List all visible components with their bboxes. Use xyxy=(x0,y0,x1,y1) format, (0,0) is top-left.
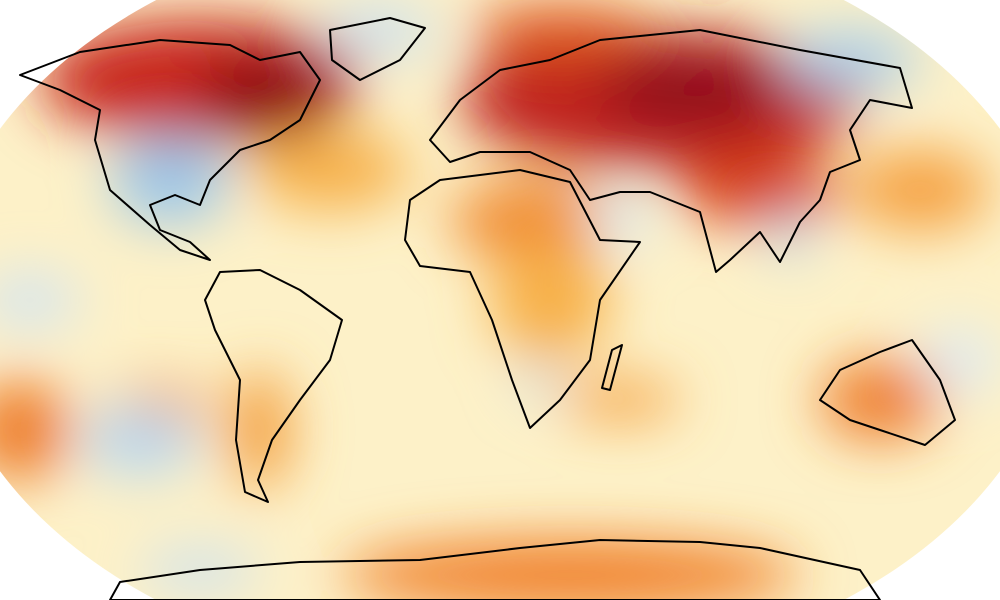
south-america xyxy=(204,269,343,503)
australia xyxy=(819,339,956,446)
africa xyxy=(404,169,641,429)
eurasia xyxy=(429,29,913,273)
north-america xyxy=(19,39,321,261)
coastlines xyxy=(19,17,956,600)
madagascar xyxy=(601,344,623,391)
antarctica xyxy=(109,539,881,600)
greenland xyxy=(329,17,426,81)
